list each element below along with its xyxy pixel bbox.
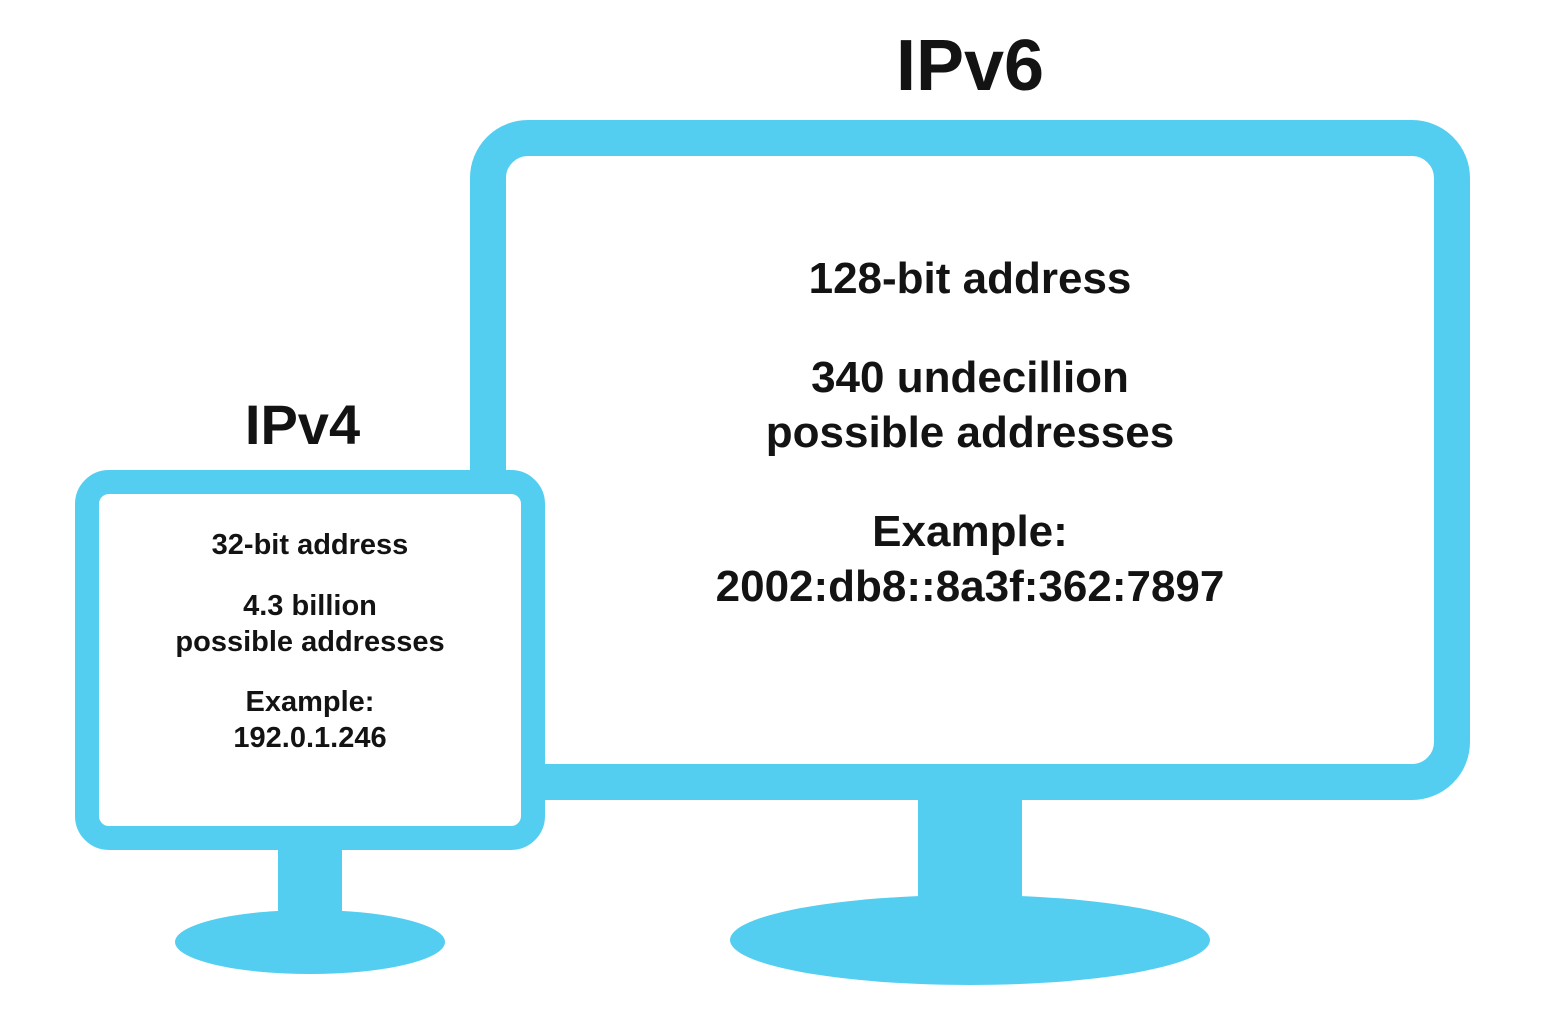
ipv4-possible-line2: possible addresses <box>99 624 521 660</box>
ipv6-address-bits: 128-bit address <box>506 251 1434 306</box>
ipv4-address-bits: 32-bit address <box>99 527 521 563</box>
ipv6-example-label: Example: <box>506 504 1434 559</box>
ipv4-monitor-base <box>175 910 445 974</box>
ipv4-possible-line1: 4.3 billion <box>99 588 521 624</box>
ipv6-body: 128-bit address 340 undecillion possible… <box>506 251 1434 614</box>
ipv6-monitor-neck <box>918 800 1022 900</box>
ipv4-monitor-neck <box>278 850 342 918</box>
ipv6-possible-line2: possible addresses <box>506 405 1434 460</box>
ipv4-example-label: Example: <box>99 684 521 720</box>
ipv4-title: IPv4 <box>0 392 605 457</box>
ipv6-example-value: 2002:db8::8a3f:362:7897 <box>506 559 1434 614</box>
ipv4-example-value: 192.0.1.246 <box>99 720 521 756</box>
ipv6-monitor-base <box>730 895 1210 985</box>
ipv4-body: 32-bit address 4.3 billion possible addr… <box>99 527 521 756</box>
ipv6-possible-line1: 340 undecillion <box>506 350 1434 405</box>
ipv6-title: IPv6 <box>470 25 1470 107</box>
